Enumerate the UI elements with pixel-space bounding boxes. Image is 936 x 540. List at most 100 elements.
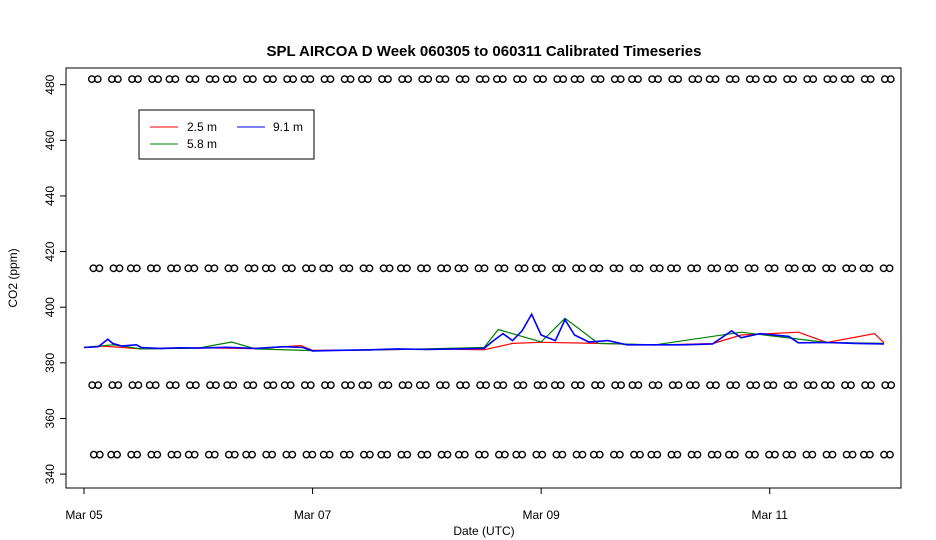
calibration-point	[596, 75, 605, 84]
calibration-point	[306, 381, 315, 389]
calibration-point	[617, 381, 625, 389]
calibration-point	[500, 450, 509, 459]
calibration-point	[499, 381, 508, 389]
calibration-point	[750, 264, 759, 273]
calibration-point	[480, 450, 489, 459]
calibration-point	[173, 450, 182, 459]
calibration-point	[345, 264, 354, 273]
calibration-point	[887, 381, 896, 389]
calibration-point	[402, 264, 411, 273]
calibration-point	[249, 381, 258, 389]
calibration-point	[655, 264, 664, 273]
calibration-point	[113, 450, 122, 459]
calibration-point	[443, 450, 452, 459]
calibration-point	[134, 75, 142, 84]
calibration-point	[403, 450, 412, 459]
calibration-point	[769, 75, 777, 84]
calibration-point	[230, 450, 239, 459]
chart-title: SPL AIRCOA D Week 060305 to 060311 Calib…	[267, 43, 702, 60]
calibration-point	[134, 381, 143, 389]
calibration-point	[673, 450, 682, 459]
calibration-point	[461, 75, 470, 84]
calibration-point	[384, 381, 393, 389]
calibration-point	[808, 264, 816, 273]
calibration-point	[191, 75, 200, 84]
calibration-point	[809, 75, 818, 84]
calibration-point	[694, 75, 703, 84]
y-tick-label-480: 480	[43, 74, 57, 94]
calibration-point	[556, 381, 565, 389]
calibration-point	[154, 75, 163, 84]
calibration-point	[384, 75, 392, 84]
x-tick-label-2: Mar 09	[522, 508, 560, 522]
calibration-point	[616, 75, 625, 84]
x-axis-label: Date (UTC)	[453, 524, 514, 538]
calibration-point	[518, 450, 527, 459]
calibration-point	[731, 450, 739, 459]
calibration-point	[789, 381, 798, 389]
calibration-point	[423, 450, 432, 459]
calibration-point	[460, 450, 469, 459]
calibration-point	[886, 75, 895, 84]
plot-frame	[65, 67, 902, 489]
calibration-point	[730, 264, 739, 273]
calibration-point	[94, 381, 103, 389]
calibration-point	[480, 264, 489, 273]
calibration-point	[346, 75, 355, 84]
calibration-point	[152, 264, 161, 273]
calibration-point	[383, 450, 392, 459]
calibration-point	[190, 264, 199, 273]
legend-label-2-5m: 2.5 m	[187, 120, 217, 134]
calibration-point	[712, 381, 720, 389]
calibration-point	[325, 450, 334, 459]
y-tick-label-340: 340	[43, 464, 57, 484]
calibration-point	[306, 75, 315, 84]
calibration-point	[404, 75, 412, 84]
calibration-point	[886, 450, 894, 459]
calibration-point	[404, 381, 413, 389]
calibration-point	[693, 450, 702, 459]
series-line-9-1-m	[83, 312, 885, 352]
calibration-point	[308, 450, 317, 459]
calibration-point	[95, 264, 104, 273]
calibration-point	[829, 75, 838, 84]
calibration-point	[441, 381, 450, 389]
calibration-point	[866, 75, 875, 84]
calibration-points	[87, 75, 896, 459]
calibration-point	[539, 381, 548, 389]
y-axis: 340 360 380 400 420 440 460 480	[43, 74, 66, 484]
calibration-point	[482, 381, 490, 389]
calibration-point	[538, 264, 546, 273]
y-tick-label-460: 460	[43, 130, 57, 150]
calibration-point	[114, 381, 123, 389]
calibration-point	[115, 264, 124, 273]
legend-label-5-8m: 5.8 m	[187, 137, 217, 151]
calibration-point	[731, 75, 740, 84]
calibration-point	[153, 450, 162, 459]
calibration-point	[268, 450, 277, 459]
calibration-point	[286, 381, 295, 389]
calibration-point	[191, 381, 200, 389]
calibration-point	[212, 381, 220, 389]
calibration-point	[481, 75, 490, 84]
calibration-point	[441, 75, 450, 84]
y-tick-label-420: 420	[43, 241, 57, 261]
calibration-point	[364, 381, 373, 389]
calibration-point	[788, 450, 797, 459]
x-tick-label-3: Mar 11	[751, 508, 788, 522]
calibration-point	[325, 264, 334, 273]
calibration-point	[229, 381, 238, 389]
calibration-point	[559, 75, 568, 84]
calibration-point	[250, 264, 259, 273]
calibration-point	[751, 75, 760, 84]
calibration-point	[558, 264, 566, 273]
calibration-point	[771, 450, 779, 459]
calibration-point	[347, 381, 355, 389]
calibration-point	[867, 381, 875, 389]
calibration-point	[365, 264, 374, 273]
calibration-point	[151, 381, 160, 389]
calibration-point	[885, 264, 894, 273]
calibration-point	[866, 450, 874, 459]
calibration-point	[462, 381, 470, 389]
legend: 2.5 m 5.8 m 9.1 m	[138, 109, 315, 160]
